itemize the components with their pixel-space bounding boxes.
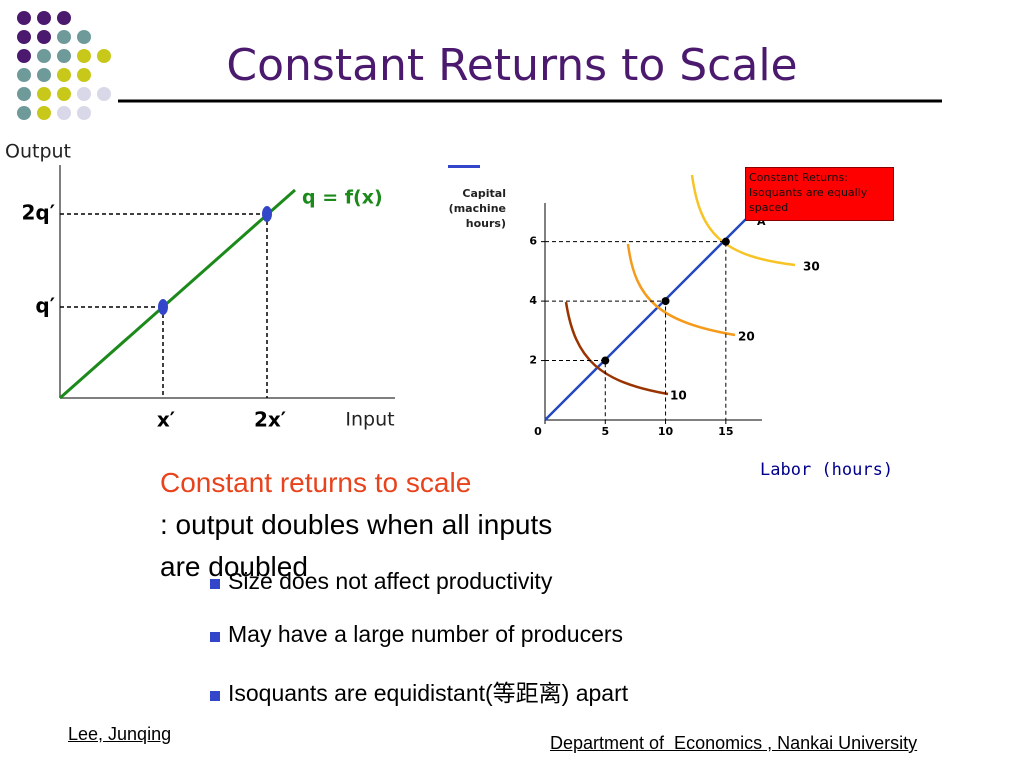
department[interactable]: Department of Economics , Nankai Univers… xyxy=(550,733,918,753)
x-tick-label: 10 xyxy=(658,425,674,438)
definition-rest: : output doubles when all inputs are dou… xyxy=(160,509,553,582)
author[interactable]: Lee, Junqing xyxy=(68,724,172,744)
x-label: 2x′ xyxy=(254,408,286,432)
y-label: 2q′ xyxy=(21,201,55,225)
x-tick-label: 5 xyxy=(601,425,609,438)
y-axis-label: Output xyxy=(5,141,71,163)
logo xyxy=(17,11,111,120)
y-tick-label: 2 xyxy=(529,354,537,367)
right-chart: A 10 20 30 0 5 10 15 2 4 6 xyxy=(448,165,820,438)
bullet: Size does not affect productivity xyxy=(210,568,628,621)
guide-line xyxy=(545,360,606,420)
bullet-text: Isoquants are equidistant(等距离) apart xyxy=(228,680,629,706)
point xyxy=(721,237,730,246)
point xyxy=(601,356,610,365)
left-diagram: Output Input q = f(x) 2q′ q′ x′ 2x′ xyxy=(5,141,395,432)
bullet-text: May have a large number of producers xyxy=(228,621,624,647)
definition-term: Constant returns to scale xyxy=(160,467,472,498)
ray-label: A xyxy=(757,215,766,228)
definition: Constant returns to scale : output double… xyxy=(160,462,760,588)
point xyxy=(661,297,670,306)
y-axis-label: Capital (machine hours) xyxy=(448,187,506,230)
bullet-text: Size does not affect productivity xyxy=(228,568,553,594)
title: Constant Returns to Scale xyxy=(226,40,797,91)
x-label: x′ xyxy=(157,408,175,432)
isoquant-label: 10 xyxy=(670,389,687,403)
bullet: May have a large number of producers xyxy=(210,621,628,674)
x-axis-label: Labor (hours) xyxy=(760,460,894,480)
isoquant-label: 30 xyxy=(803,260,820,274)
isoquant-label: 20 xyxy=(738,330,755,344)
x-tick-label: 15 xyxy=(718,425,733,438)
callout: Constant Returns: Isoquants are equally … xyxy=(745,167,894,221)
x-tick-label: 0 xyxy=(534,425,542,438)
curve-label: q = f(x) xyxy=(302,187,383,209)
y-tick-label: 6 xyxy=(529,235,537,248)
x-axis-label: Input xyxy=(345,409,394,431)
bullet: Isoquants are equidistant(等距离) apart xyxy=(210,674,628,727)
y-label: q′ xyxy=(35,294,55,318)
y-tick-label: 4 xyxy=(529,294,537,307)
bullet-list: Size does not affect productivity May ha… xyxy=(210,568,628,727)
